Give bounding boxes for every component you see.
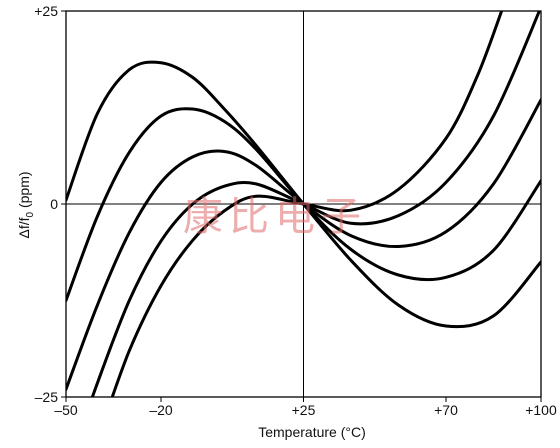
x-tick-label: +70 xyxy=(434,402,458,418)
y-axis-title-unit: (ppm) xyxy=(16,171,32,211)
series-line-2 xyxy=(66,107,541,302)
x-axis-ticks: –50 –20 +25 +70 +100 xyxy=(54,397,557,418)
x-axis-title: Temperature (°C) xyxy=(258,424,366,440)
series-line-3 xyxy=(66,98,541,391)
y-axis-title: Δf/f0 (ppm) xyxy=(16,171,36,238)
y-axis-ticks: +25 0 –25 xyxy=(34,3,66,405)
y-tick-label: –25 xyxy=(35,389,59,405)
x-tick-label: +100 xyxy=(525,402,557,418)
watermark-text: 康比电子 xyxy=(183,194,367,240)
y-axis-title-main: Δf/f xyxy=(16,217,32,238)
x-tick-label: –50 xyxy=(54,402,78,418)
series-line-5 xyxy=(110,11,504,397)
x-tick-label: +25 xyxy=(292,402,316,418)
series-line-1 xyxy=(66,60,541,329)
y-tick-label: 0 xyxy=(50,196,58,212)
x-tick-label: –20 xyxy=(149,402,173,418)
series-line-4 xyxy=(90,11,541,397)
y-tick-label: +25 xyxy=(34,3,58,19)
series-group xyxy=(66,11,541,397)
y-axis-title-sub: 0 xyxy=(25,211,36,217)
